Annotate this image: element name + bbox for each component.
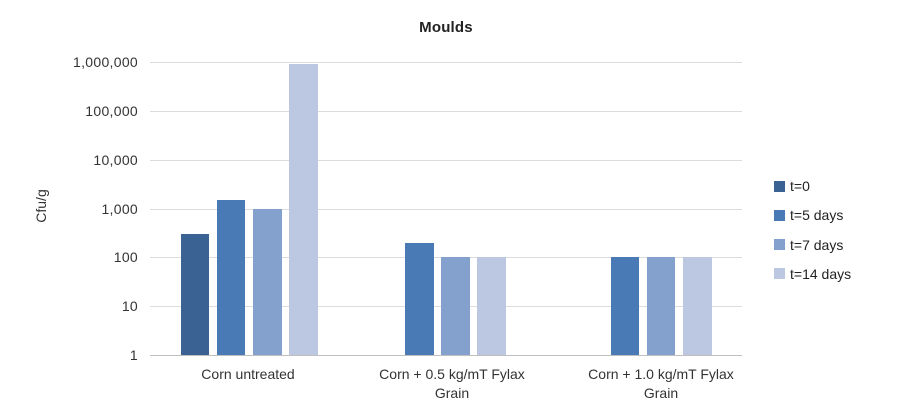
- bar-t14days-cat1: [289, 64, 318, 355]
- bar-t7days-cat3: [646, 257, 676, 355]
- x-axis-line: [150, 355, 742, 356]
- legend-swatch-t14days: [774, 268, 785, 279]
- y-tick-label: 100: [113, 249, 138, 265]
- bar-t14days-cat2: [477, 257, 506, 355]
- y-tick-label: 1,000: [101, 201, 138, 217]
- gridline: [150, 111, 742, 112]
- category-label: Corn + 0.5 kg/mT Fylax Grain: [379, 366, 525, 401]
- gridline: [150, 209, 742, 210]
- legend-label: t=5 days: [790, 207, 844, 223]
- category-label: Corn untreated: [201, 366, 295, 382]
- bar-t5days-cat3: [610, 257, 640, 355]
- bar-t5days-cat2: [405, 242, 434, 355]
- bar-t7days-cat1: [253, 208, 282, 355]
- bar-t0-cat1: [180, 234, 210, 355]
- legend-swatch-t0: [774, 181, 785, 192]
- legend-label: t=7 days: [790, 237, 844, 253]
- y-tick-label: 1: [129, 347, 138, 363]
- bar-t5days-cat1: [216, 199, 246, 355]
- y-tick-label: 10: [121, 298, 138, 314]
- legend-swatch-t5days: [774, 210, 785, 221]
- y-tick-label: 1,000,000: [73, 54, 138, 70]
- y-tick-label: 10,000: [93, 152, 138, 168]
- legend-swatch-t7days: [774, 239, 785, 250]
- y-tick-label: 100,000: [85, 103, 138, 119]
- category-label: Corn + 1.0 kg/mT Fylax Grain: [588, 366, 734, 401]
- bar-t14days-cat3: [683, 257, 712, 355]
- gridline: [150, 62, 742, 63]
- bar-t7days-cat2: [441, 257, 470, 355]
- legend-label: t=0: [790, 178, 810, 194]
- gridline: [150, 160, 742, 161]
- chart-title: Moulds: [419, 19, 473, 36]
- legend-label: t=14 days: [790, 266, 852, 282]
